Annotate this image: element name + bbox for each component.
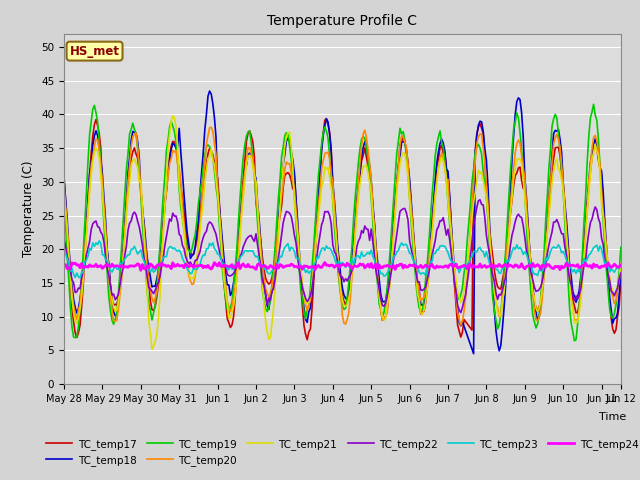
TC_temp18 xyxy=(470,351,477,357)
TC_temp23 xyxy=(60,251,68,256)
Line: TC_temp20: TC_temp20 xyxy=(64,127,621,325)
TC_temp21 xyxy=(525,250,533,255)
TC_temp17 xyxy=(302,332,310,337)
Line: TC_temp21: TC_temp21 xyxy=(64,116,621,349)
TC_temp19 xyxy=(617,244,625,250)
TC_temp24 xyxy=(385,264,392,269)
TC_temp17 xyxy=(476,120,484,126)
TC_temp22 xyxy=(381,300,389,306)
TC_temp18 xyxy=(60,176,68,182)
TC_temp24 xyxy=(525,262,533,268)
TC_temp21 xyxy=(60,191,68,197)
TC_temp17 xyxy=(415,300,423,306)
TC_temp19 xyxy=(302,316,310,322)
TC_temp22 xyxy=(396,209,404,215)
TC_temp23 xyxy=(415,269,423,275)
TC_temp23 xyxy=(399,242,407,248)
TC_temp20 xyxy=(476,131,484,137)
TC_temp20 xyxy=(413,278,421,284)
TC_temp21 xyxy=(617,261,625,266)
TC_temp20 xyxy=(207,124,215,130)
TC_temp19 xyxy=(473,144,481,150)
TC_temp19 xyxy=(589,101,597,107)
TC_temp21 xyxy=(415,297,423,303)
TC_temp17 xyxy=(525,248,533,253)
Line: TC_temp19: TC_temp19 xyxy=(64,104,621,341)
TC_temp20 xyxy=(303,308,311,314)
TC_temp18 xyxy=(397,140,406,145)
Title: Temperature Profile C: Temperature Profile C xyxy=(268,14,417,28)
TC_temp24 xyxy=(321,260,329,265)
TC_temp23 xyxy=(525,260,533,266)
TC_temp19 xyxy=(381,299,389,304)
TC_temp22 xyxy=(475,198,483,204)
TC_temp20 xyxy=(457,322,465,328)
TC_temp24 xyxy=(399,265,407,271)
TC_temp18 xyxy=(525,246,533,252)
TC_temp19 xyxy=(396,125,404,131)
TC_temp18 xyxy=(617,271,625,277)
Text: HS_met: HS_met xyxy=(70,45,120,58)
TC_temp23 xyxy=(385,268,392,274)
TC_temp24 xyxy=(60,263,68,269)
TC_temp17 xyxy=(303,337,311,343)
TC_temp23 xyxy=(95,238,103,244)
Y-axis label: Temperature (C): Temperature (C) xyxy=(22,160,35,257)
TC_temp23 xyxy=(76,275,84,281)
TC_temp21 xyxy=(148,347,156,352)
TC_temp23 xyxy=(476,244,484,250)
TC_temp23 xyxy=(617,262,625,267)
TC_temp21 xyxy=(305,300,312,305)
Line: TC_temp22: TC_temp22 xyxy=(64,200,621,312)
Line: TC_temp23: TC_temp23 xyxy=(64,241,621,278)
TC_temp19 xyxy=(522,221,530,227)
TC_temp22 xyxy=(525,262,533,267)
TC_temp20 xyxy=(617,264,625,270)
TC_temp18 xyxy=(206,88,214,94)
TC_temp22 xyxy=(412,270,420,276)
TC_temp22 xyxy=(302,296,310,301)
TC_temp17 xyxy=(617,277,625,283)
TC_temp20 xyxy=(60,181,68,187)
TC_temp20 xyxy=(383,310,391,315)
TC_temp17 xyxy=(60,174,68,180)
TC_temp19 xyxy=(60,190,68,195)
TC_temp21 xyxy=(385,293,392,299)
TC_temp18 xyxy=(383,288,391,294)
TC_temp18 xyxy=(413,283,421,288)
TC_temp21 xyxy=(476,170,484,176)
TC_temp24 xyxy=(476,261,484,267)
TC_temp24 xyxy=(617,262,625,268)
TC_temp20 xyxy=(525,248,533,253)
TC_temp24 xyxy=(303,264,311,269)
TC_temp24 xyxy=(415,264,423,270)
Line: TC_temp18: TC_temp18 xyxy=(64,91,621,354)
TC_temp24 xyxy=(137,267,145,273)
TC_temp17 xyxy=(399,134,407,140)
TC_temp18 xyxy=(303,320,311,325)
Legend: TC_temp17, TC_temp18, TC_temp19, TC_temp20, TC_temp21, TC_temp22, TC_temp23, TC_: TC_temp17, TC_temp18, TC_temp19, TC_temp… xyxy=(42,435,640,470)
TC_temp17 xyxy=(323,116,330,121)
TC_temp19 xyxy=(412,281,420,287)
TC_temp19 xyxy=(571,338,579,344)
Text: Time: Time xyxy=(599,412,627,422)
TC_temp22 xyxy=(457,310,465,315)
TC_temp23 xyxy=(305,270,312,276)
TC_temp22 xyxy=(617,270,625,276)
TC_temp21 xyxy=(169,113,177,119)
TC_temp22 xyxy=(476,197,484,203)
TC_temp18 xyxy=(476,119,484,124)
TC_temp17 xyxy=(385,288,392,294)
TC_temp20 xyxy=(397,133,406,139)
Line: TC_temp24: TC_temp24 xyxy=(64,263,621,270)
TC_temp22 xyxy=(60,235,68,241)
Line: TC_temp17: TC_temp17 xyxy=(64,119,621,340)
TC_temp21 xyxy=(399,150,407,156)
